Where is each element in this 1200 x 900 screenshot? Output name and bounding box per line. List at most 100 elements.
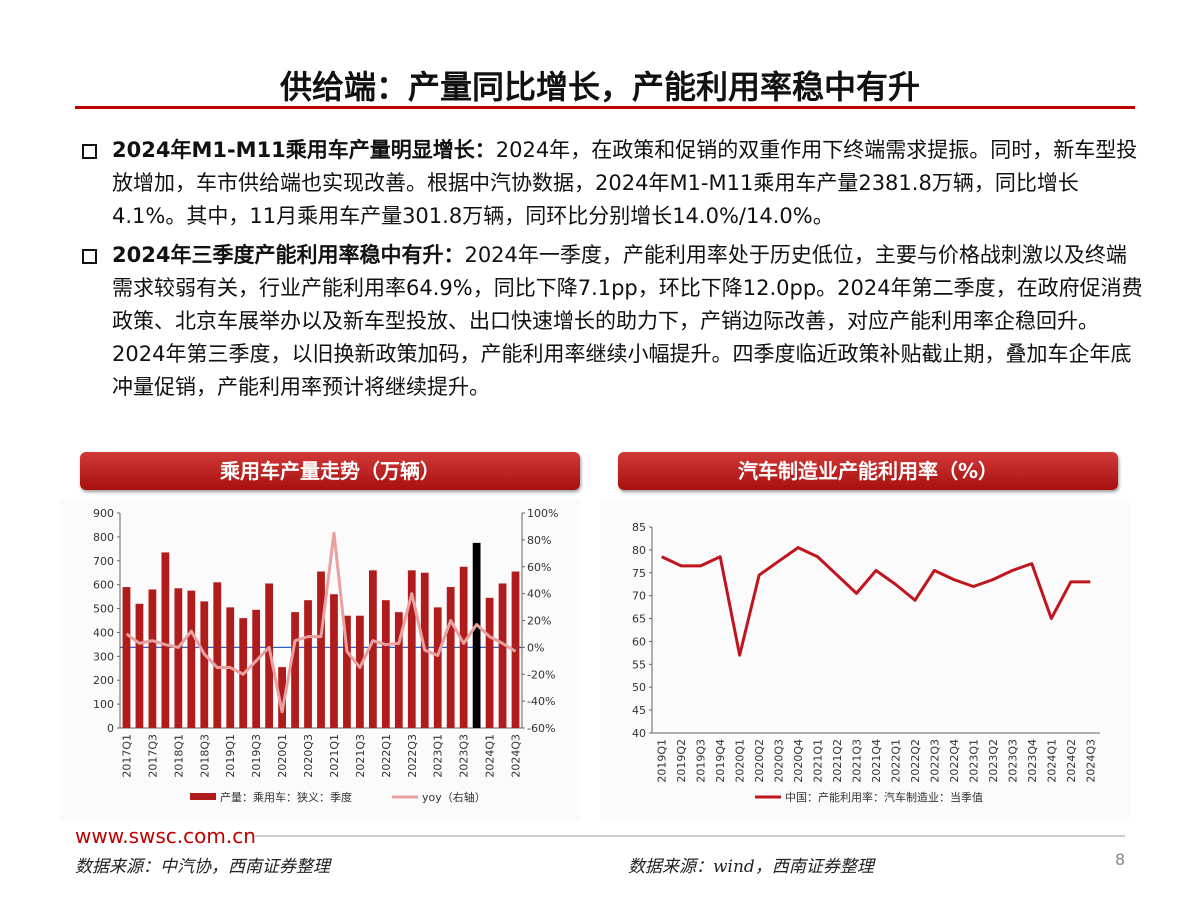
y2-tick-label: 0%: [527, 641, 544, 654]
y2-tick-label: -60%: [527, 722, 555, 735]
x-tick-label: 2019Q3: [250, 734, 263, 778]
bar: [252, 609, 261, 728]
bar: [278, 667, 286, 728]
bar: [135, 603, 144, 728]
x-tick-label: 2020Q4: [792, 739, 805, 783]
y-tick-label: 500: [93, 603, 114, 616]
legend-label: 中国：产能利用率：汽车制造业：当季值: [785, 790, 983, 804]
bar: [148, 589, 157, 728]
y-tick-label: 600: [93, 579, 114, 592]
bar: [291, 612, 299, 728]
bar: [200, 601, 209, 728]
x-tick-label: 2021Q2: [831, 739, 844, 783]
x-tick-label: 2019Q1: [224, 734, 237, 778]
x-tick-label: 2017Q3: [146, 734, 159, 778]
y2-tick-label: -20%: [527, 668, 555, 681]
x-tick-label: 2019Q2: [675, 739, 688, 783]
y-tick-label: 85: [632, 521, 646, 534]
x-tick-label: 2020Q3: [302, 734, 315, 778]
x-tick-label: 2017Q1: [120, 734, 133, 778]
bar: [330, 594, 338, 728]
x-tick-label: 2020Q1: [276, 734, 289, 778]
bullet-text: 2024年，在政策和促销的双重作用下终端需求提振。同时，新车型投放增加，车市供给…: [112, 138, 1138, 228]
y-tick-label: 80: [632, 544, 646, 557]
bar: [459, 566, 468, 728]
x-tick-label: 2020Q3: [773, 739, 786, 783]
x-tick-label: 2021Q3: [354, 734, 367, 778]
x-tick-label: 2020Q1: [734, 739, 747, 783]
chart-title: 汽车制造业产能利用率（%）: [618, 452, 1118, 490]
y-tick-label: 45: [632, 704, 646, 717]
y-tick-label: 70: [632, 590, 646, 603]
x-tick-label: 2023Q3: [1006, 739, 1019, 783]
y-tick-label: 40: [632, 727, 646, 740]
x-tick-label: 2022Q1: [380, 734, 393, 778]
y-tick-label: 60: [632, 635, 646, 648]
bar: [356, 615, 364, 728]
bullet-text: 2024年一季度，产能利用率处于历史低位，主要与价格战刺激以及终端需求较弱有关，…: [112, 243, 1143, 399]
bar: [317, 571, 325, 728]
slide-title: 供给端：产量同比增长，产能利用率稳中有升: [279, 68, 920, 106]
chart-title: 乘用车产量走势（万辆）: [80, 452, 580, 490]
x-tick-label: 2023Q4: [1026, 739, 1039, 783]
x-tick-label: 2022Q1: [889, 739, 902, 783]
y-tick-label: 0: [107, 722, 114, 735]
x-tick-label: 2019Q4: [714, 739, 727, 783]
y2-tick-label: 20%: [527, 615, 551, 628]
bar: [407, 570, 416, 728]
bar: [161, 552, 170, 728]
x-tick-label: 2019Q3: [695, 739, 708, 783]
y2-tick-label: 40%: [527, 588, 551, 601]
x-tick-label: 2023Q2: [987, 739, 1000, 783]
y-tick-label: 65: [632, 613, 646, 626]
x-tick-label: 2019Q1: [656, 739, 669, 783]
x-tick-label: 2023Q1: [432, 734, 445, 778]
x-tick-label: 2022Q3: [406, 734, 419, 778]
x-tick-label: 2022Q3: [928, 739, 941, 783]
title-rule: [75, 106, 1135, 109]
x-tick-label: 2024Q3: [510, 734, 523, 778]
bar: [472, 542, 481, 728]
x-tick-label: 2024Q1: [1045, 739, 1058, 783]
y2-tick-label: 80%: [527, 534, 551, 547]
x-tick-label: 2018Q3: [198, 734, 211, 778]
source: 数据来源：wind，西南证券整理: [628, 857, 874, 877]
x-tick-label: 2021Q3: [851, 739, 864, 783]
y-tick-label: 75: [632, 567, 646, 580]
line: [125, 531, 517, 714]
y-tick-label: 700: [93, 555, 114, 568]
x-tick-label: 2024Q2: [1065, 739, 1078, 783]
y2-tick-label: 60%: [527, 561, 551, 574]
bar: [343, 615, 351, 728]
x-tick-label: 2021Q1: [812, 739, 825, 783]
bar: [122, 587, 131, 728]
bar: [498, 583, 507, 728]
bar: [433, 607, 442, 728]
legend-label: yoy（右轴）: [422, 790, 486, 804]
bullet-heading: 2024年三季度产能利用率稳中有升：: [112, 243, 465, 267]
x-tick-label: 2023Q1: [967, 739, 980, 783]
y-tick-label: 800: [93, 531, 114, 544]
bar: [213, 582, 222, 728]
x-tick-label: 2024Q3: [1084, 739, 1097, 783]
y-tick-label: 50: [632, 681, 646, 694]
y-tick-label: 55: [632, 658, 646, 671]
bullet-heading: 2024年M1-M11乘用车产量明显增长：: [112, 138, 496, 162]
y-tick-label: 200: [93, 674, 114, 687]
bar: [368, 570, 377, 728]
y-tick-label: 400: [93, 626, 114, 639]
y2-tick-label: 100%: [527, 507, 558, 520]
legend-swatch: [190, 793, 216, 800]
legend-label: 产量：乘用车：狭义：季度: [220, 790, 352, 804]
page-number: 8: [1115, 850, 1126, 869]
source: 数据来源：中汽协，西南证券整理: [75, 857, 330, 877]
bullet: 2024年三季度产能利用率稳中有升：2024年一季度，产能利用率处于历史低位，主…: [80, 239, 1145, 404]
y-tick-label: 100: [93, 698, 114, 711]
bullet: 2024年M1-M11乘用车产量明显增长：2024年，在政策和促销的双重作用下终…: [80, 134, 1145, 233]
bar: [187, 590, 196, 728]
x-tick-label: 2024Q1: [484, 734, 497, 778]
x-tick-label: 2018Q1: [172, 734, 185, 778]
y-tick-label: 900: [93, 507, 114, 520]
